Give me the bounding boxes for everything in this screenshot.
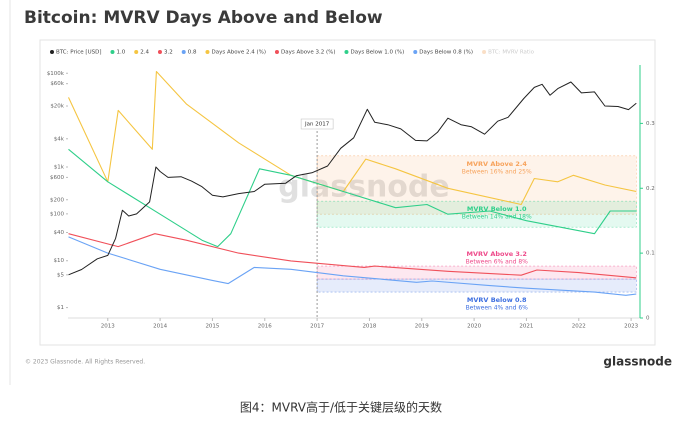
series-line bbox=[68, 81, 637, 276]
x-tick-label: 2016 bbox=[258, 324, 272, 330]
y-tick-label: $20k bbox=[50, 104, 64, 110]
x-tick-label: 2021 bbox=[519, 324, 533, 330]
legend-label: BTC: MVRV Ratio bbox=[488, 50, 535, 56]
x-tick-label: 2018 bbox=[362, 324, 376, 330]
y-tick-label: $10 bbox=[54, 258, 65, 264]
legend-marker bbox=[157, 50, 162, 54]
chart-title: Bitcoin: MVRV Days Above and Below bbox=[24, 8, 383, 28]
legend-label: 0.8 bbox=[188, 50, 197, 56]
legend-label: BTC: Price [USD] bbox=[56, 50, 101, 56]
y2-tick-label: 0 bbox=[646, 316, 650, 322]
footer-copyright: © 2023 Glassnode. All Rights Reserved. bbox=[25, 359, 145, 366]
band-title: MVRV Below 1.0 bbox=[467, 205, 527, 213]
legend-label: 3.2 bbox=[164, 50, 173, 56]
plot-layer: 2013 2014 2015 2016 2017 2018 2019 2020 2021 2022… bbox=[47, 50, 655, 330]
legend-marker bbox=[181, 50, 186, 54]
band-subtitle: Between 14% and 18% bbox=[462, 214, 532, 221]
y-tick-label: $1 bbox=[57, 305, 64, 311]
legend-marker bbox=[205, 50, 210, 54]
legend-marker bbox=[413, 50, 418, 54]
x-tick-label: 2017 bbox=[310, 324, 324, 330]
legend-label: Days Below 1.0 (%) bbox=[350, 50, 404, 56]
series-line bbox=[68, 236, 637, 296]
legend-label: Days Above 3.2 (%) bbox=[281, 50, 336, 56]
band-title: MVRV Above 2.4 bbox=[467, 160, 528, 168]
legend-marker bbox=[110, 50, 115, 54]
y-tick-label: $100k bbox=[47, 71, 65, 77]
band-subtitle: Between 4% and 6% bbox=[466, 305, 529, 312]
legend-label: 1.0 bbox=[116, 50, 125, 56]
x-tick-label: 2014 bbox=[153, 324, 167, 330]
y-tick-label: $40 bbox=[54, 230, 65, 236]
y-tick-label: $600 bbox=[50, 175, 64, 181]
legend-marker bbox=[134, 50, 139, 54]
y-tick-label: $200 bbox=[50, 197, 64, 203]
legend-marker bbox=[50, 50, 54, 54]
reference-label-box bbox=[300, 118, 334, 130]
range-band bbox=[316, 278, 637, 293]
legend-marker bbox=[344, 50, 349, 54]
x-tick-label: 2013 bbox=[101, 324, 115, 330]
y-tick-label: $5 bbox=[57, 272, 64, 278]
footer-brand: glassnode bbox=[603, 355, 672, 369]
band-subtitle: Between 16% and 25% bbox=[462, 168, 532, 175]
band-title: MVRV Above 3.2 bbox=[467, 250, 527, 258]
x-tick-label: 2015 bbox=[205, 324, 219, 330]
y-tick-label: $100 bbox=[50, 211, 64, 217]
watermark: glassnode bbox=[278, 170, 450, 205]
series-line bbox=[68, 70, 637, 206]
y2-tick-label: 0.2 bbox=[646, 186, 655, 192]
range-band bbox=[316, 200, 637, 228]
y-tick-label: $4k bbox=[54, 136, 65, 142]
band-subtitle: Between 6% and 8% bbox=[466, 259, 529, 266]
legend-label: Days Below 0.8 (%) bbox=[419, 50, 473, 56]
band-title: MVRV Below 0.8 bbox=[467, 296, 527, 304]
y2-tick-label: 0.3 bbox=[646, 121, 655, 127]
y2-tick-label: 0.1 bbox=[646, 251, 655, 257]
range-band bbox=[316, 155, 637, 215]
legend-marker bbox=[482, 50, 487, 54]
reference-label: Jan 2017 bbox=[304, 122, 330, 128]
legend-label: Days Above 2.4 (%) bbox=[211, 50, 266, 56]
series-line bbox=[68, 233, 637, 279]
y-tick-label: $1k bbox=[54, 164, 65, 170]
x-tick-label: 2020 bbox=[467, 324, 481, 330]
x-tick-label: 2023 bbox=[624, 324, 638, 330]
x-tick-label: 2019 bbox=[415, 324, 429, 330]
legend-label: 2.4 bbox=[140, 50, 149, 56]
x-tick-label: 2022 bbox=[572, 324, 586, 330]
y-tick-label: $60k bbox=[50, 81, 64, 87]
legend-marker bbox=[274, 50, 279, 54]
series-line bbox=[68, 148, 637, 248]
caption: 图4：MVRV高于/低于关键层级的天数 bbox=[240, 400, 442, 415]
